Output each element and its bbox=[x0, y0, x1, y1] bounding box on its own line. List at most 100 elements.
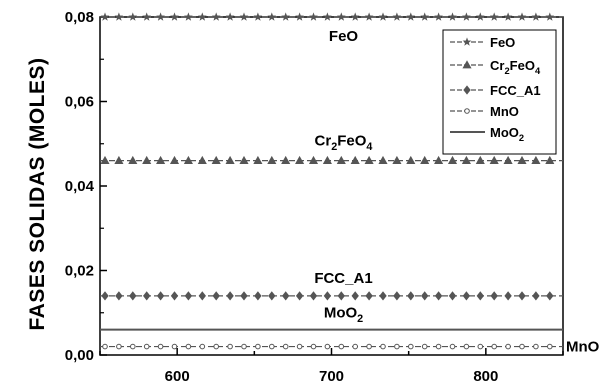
data-point bbox=[434, 155, 444, 165]
legend-box bbox=[442, 29, 557, 155]
data-point bbox=[394, 343, 400, 350]
data-point bbox=[227, 343, 233, 350]
annotation-fcc-a1: FCC_A1 bbox=[314, 270, 372, 287]
data-point bbox=[504, 291, 512, 301]
annotation-cr2feo4: Cr2FeO4 bbox=[315, 133, 373, 154]
data-point bbox=[184, 12, 193, 21]
annotation-moo2: MoO2 bbox=[324, 305, 363, 326]
data-point bbox=[545, 12, 555, 21]
data-point bbox=[156, 291, 165, 301]
data-point bbox=[170, 12, 179, 21]
data-point bbox=[447, 155, 458, 165]
data-point bbox=[406, 12, 416, 21]
data-point bbox=[281, 12, 291, 21]
data-point bbox=[475, 12, 485, 21]
data-point bbox=[281, 155, 291, 165]
data-point bbox=[505, 343, 511, 350]
data-point bbox=[503, 12, 513, 21]
data-point bbox=[434, 12, 443, 21]
data-point bbox=[336, 155, 346, 165]
data-point bbox=[239, 12, 249, 21]
data-point bbox=[169, 155, 180, 165]
data-point bbox=[489, 12, 499, 21]
data-point bbox=[253, 155, 263, 165]
data-point bbox=[406, 155, 416, 165]
data-point bbox=[129, 291, 137, 301]
data-point bbox=[156, 12, 165, 21]
data-point bbox=[197, 12, 207, 21]
legend-marker bbox=[463, 85, 471, 95]
data-point bbox=[503, 155, 513, 165]
data-point bbox=[225, 155, 235, 165]
data-point bbox=[448, 12, 457, 21]
data-point bbox=[199, 343, 206, 350]
data-point bbox=[198, 291, 206, 301]
legend-marker bbox=[462, 37, 472, 46]
data-point bbox=[421, 343, 428, 350]
data-point bbox=[380, 343, 386, 350]
legend-entry: FeO bbox=[450, 35, 515, 50]
data-point bbox=[100, 155, 110, 165]
legend-label: FCC_A1 bbox=[490, 83, 541, 98]
legend-entry: MnO bbox=[450, 104, 519, 119]
legend: FeO Cr2FeO4 FCC_A1 MnO MoO2 bbox=[442, 29, 557, 155]
data-point bbox=[240, 291, 248, 301]
data-point bbox=[128, 12, 138, 21]
data-point bbox=[489, 155, 499, 165]
data-point bbox=[296, 343, 303, 350]
data-point bbox=[476, 291, 484, 301]
y-tick-label: 0,00 bbox=[65, 347, 94, 364]
data-point bbox=[156, 155, 166, 165]
data-point bbox=[115, 291, 123, 301]
legend-label: MnO bbox=[490, 104, 519, 119]
data-point bbox=[490, 291, 498, 301]
data-point bbox=[531, 155, 541, 165]
data-point bbox=[421, 291, 429, 301]
data-point bbox=[337, 291, 345, 301]
data-point bbox=[518, 291, 526, 301]
y-axis-title: FASES SOLIDAS (MOLES) bbox=[26, 57, 49, 330]
data-point bbox=[420, 12, 430, 21]
data-point bbox=[282, 291, 290, 301]
data-point bbox=[533, 343, 539, 350]
data-point bbox=[142, 155, 152, 165]
data-point bbox=[253, 12, 263, 21]
series-layer bbox=[100, 12, 563, 350]
legend-label: FeO bbox=[490, 35, 515, 50]
data-point bbox=[546, 291, 554, 301]
data-point bbox=[350, 155, 360, 165]
data-point bbox=[546, 343, 553, 350]
data-point bbox=[129, 343, 136, 350]
data-point bbox=[128, 155, 138, 165]
data-point bbox=[392, 155, 402, 165]
data-point bbox=[434, 291, 443, 301]
data-point bbox=[225, 12, 235, 21]
y-tick-label: 0,08 bbox=[65, 9, 94, 26]
data-point bbox=[239, 155, 249, 165]
data-point bbox=[379, 291, 387, 301]
data-point bbox=[157, 343, 164, 350]
legend-marker bbox=[464, 108, 470, 114]
data-point bbox=[143, 343, 150, 350]
annotation-mno: MnO bbox=[566, 339, 600, 356]
data-point bbox=[477, 343, 484, 350]
data-point bbox=[392, 12, 402, 21]
data-point bbox=[142, 12, 152, 21]
data-point bbox=[211, 155, 221, 165]
data-point bbox=[364, 155, 374, 165]
data-point bbox=[226, 291, 234, 301]
data-point bbox=[435, 343, 442, 350]
data-point bbox=[463, 343, 470, 350]
annotation-layer: FeO Cr2FeO4 FCC_A1 MnO MoO2 bbox=[314, 28, 599, 356]
data-point bbox=[241, 343, 247, 350]
y-tick-label: 0,02 bbox=[65, 263, 94, 280]
y-tick-label: 0,04 bbox=[65, 178, 95, 195]
data-point bbox=[324, 343, 331, 350]
data-point bbox=[170, 291, 179, 301]
data-point bbox=[102, 343, 108, 350]
data-point bbox=[295, 12, 304, 21]
data-point bbox=[448, 291, 457, 301]
data-point bbox=[491, 343, 498, 350]
data-point bbox=[532, 291, 540, 301]
